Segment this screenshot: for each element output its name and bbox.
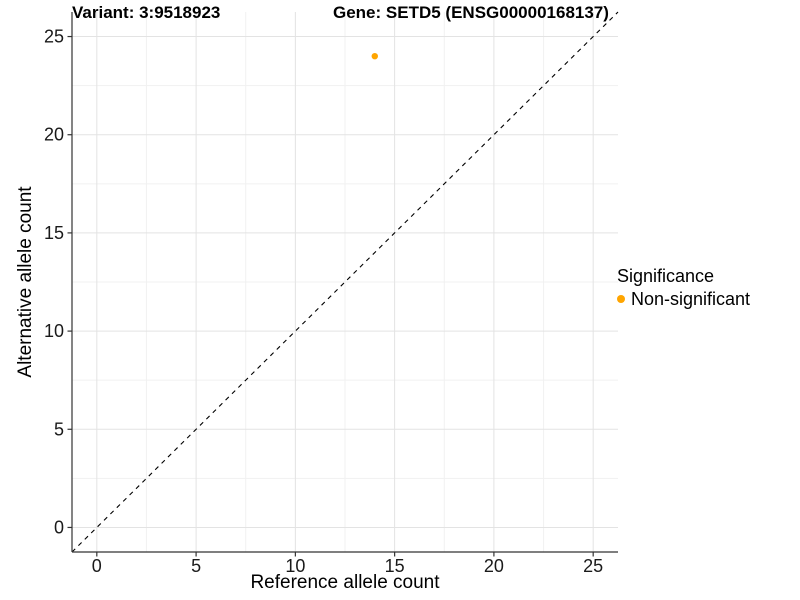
legend-item-label: Non-significant <box>631 289 751 309</box>
legend-point-icon <box>617 295 625 303</box>
variant-title: Variant: 3:9518923 <box>72 3 221 22</box>
x-tick-label: 15 <box>385 556 405 576</box>
legend: Significance Non-significant <box>617 265 750 310</box>
x-tick-label: 10 <box>285 556 305 576</box>
y-tick-label: 20 <box>44 125 64 145</box>
x-tick-label: 5 <box>191 556 201 576</box>
y-tick-label: 15 <box>44 223 64 243</box>
x-tick-label: 20 <box>484 556 504 576</box>
legend-item: Non-significant <box>617 288 750 310</box>
x-tick-label: 25 <box>583 556 603 576</box>
y-tick-label: 10 <box>44 321 64 341</box>
x-axis-title: Reference allele count <box>250 572 440 593</box>
y-tick-label: 5 <box>54 419 64 439</box>
y-tick-label: 25 <box>44 27 64 47</box>
x-tick-label: 0 <box>92 556 102 576</box>
y-tick-label: 0 <box>54 517 64 537</box>
data-point <box>371 52 378 60</box>
y-axis-title: Alternative allele count <box>15 186 36 378</box>
legend-title: Significance <box>617 266 715 286</box>
identity-line <box>71 11 619 553</box>
gene-title: Gene: SETD5 (ENSG00000168137) <box>333 3 609 22</box>
